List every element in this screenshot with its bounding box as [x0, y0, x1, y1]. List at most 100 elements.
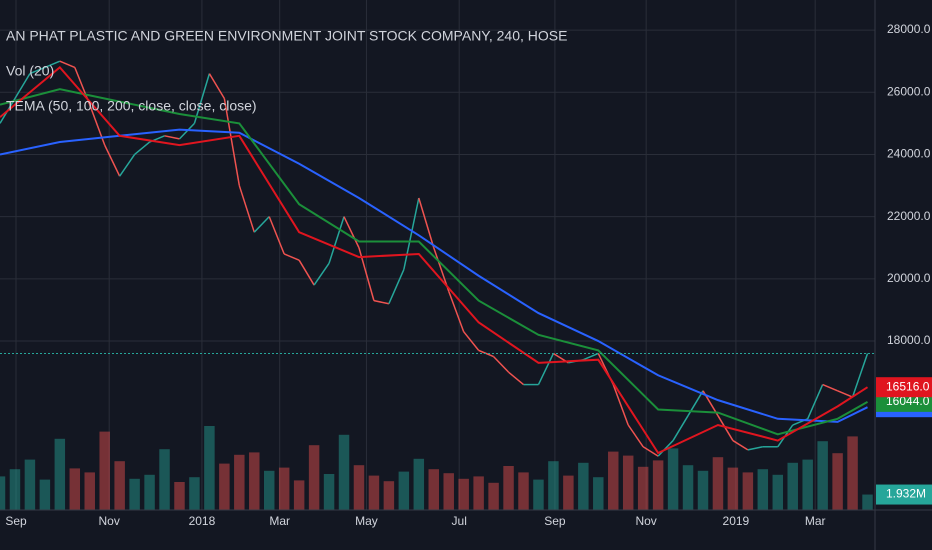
price-segment	[672, 415, 689, 441]
price-segment	[134, 141, 151, 156]
price-segment	[283, 253, 300, 261]
price-segment	[208, 73, 226, 99]
price-segment	[837, 390, 853, 398]
price-segment	[463, 331, 480, 351]
volume-bar	[9, 469, 21, 510]
price-segment	[119, 154, 136, 177]
volume-bar	[757, 469, 769, 510]
axes: 18000.0 20000.0 22000.0 24000.0 26000.0 28000…	[5, 22, 930, 528]
price-segment	[298, 259, 315, 286]
x-tick-label: Nov	[99, 514, 120, 528]
x-tick-label: Mar	[269, 514, 290, 528]
moving-averages	[0, 65, 875, 455]
price-segment	[807, 384, 824, 420]
price-segment	[732, 439, 749, 451]
y-tick-label: 22000.0	[887, 209, 931, 223]
volume-bar	[473, 476, 484, 510]
value-badge-label: 16516.0	[886, 379, 930, 393]
price-segment	[164, 135, 180, 140]
price-segment	[403, 197, 420, 270]
price-segment	[14, 73, 31, 99]
volume-bar	[593, 477, 604, 510]
volume-bar	[518, 472, 529, 510]
volume-bar	[548, 461, 559, 510]
volume-bar	[398, 471, 410, 510]
x-tick-label: May	[355, 514, 378, 528]
x-tick-label: 2019	[723, 514, 750, 528]
price-segment	[388, 269, 405, 305]
price-segment	[537, 353, 555, 385]
price-segment	[478, 349, 494, 358]
price-segment	[223, 98, 241, 186]
volume-bar	[129, 478, 140, 510]
volume-bar	[308, 445, 320, 510]
volume-bar	[862, 494, 873, 510]
volume-bar	[443, 473, 454, 510]
volume-bar	[503, 466, 514, 510]
y-tick-label: 26000.0	[887, 84, 931, 98]
y-tick-label: 18000.0	[887, 333, 931, 347]
price-segment	[373, 299, 390, 305]
y-tick-label: 28000.0	[887, 22, 931, 36]
x-tick-label: Jul	[452, 514, 467, 528]
volume-bar	[234, 454, 245, 510]
volume-bar	[368, 475, 380, 510]
value-badge-label: 1.932M	[886, 487, 926, 501]
price-segment	[313, 262, 330, 286]
y-tick-label: 24000.0	[887, 147, 931, 161]
grid	[0, 0, 875, 510]
volume-bar	[563, 475, 574, 510]
volume-bar	[114, 461, 125, 510]
indicator-label: Vol (20)	[6, 63, 54, 79]
price-segment	[822, 383, 838, 392]
price-segment	[44, 60, 61, 69]
volume-bar	[817, 441, 828, 510]
volume-bar	[637, 466, 649, 510]
volume-bar	[219, 463, 230, 510]
price-pane	[0, 60, 869, 457]
price-segment	[29, 66, 46, 75]
price-segment	[642, 446, 659, 457]
value-badge-label: 16044.0	[886, 394, 930, 408]
price-segment	[493, 356, 510, 373]
volume-bar	[84, 472, 95, 510]
price-segment	[657, 440, 674, 457]
volume-bar	[697, 470, 709, 510]
volume-bar	[338, 434, 350, 510]
ma-line	[0, 88, 869, 436]
price-segment	[851, 353, 869, 398]
volume-bar	[428, 469, 439, 510]
x-tick-label: Mar	[805, 514, 826, 528]
volume-bar	[772, 474, 784, 510]
price-segment	[104, 144, 121, 177]
volume-bar	[39, 479, 51, 510]
value-badge	[876, 377, 932, 398]
x-tick-label: Nov	[635, 514, 656, 528]
volume-bar	[24, 459, 36, 510]
volume-bar	[249, 452, 260, 510]
price-segment	[747, 446, 763, 451]
volume-bar	[413, 458, 425, 510]
ma-line	[0, 128, 868, 423]
price-segment	[268, 216, 285, 255]
price-segment	[178, 122, 195, 140]
volume-bar	[383, 481, 395, 510]
price-segment	[717, 415, 734, 441]
price-segment	[343, 216, 360, 249]
volume-bar	[727, 467, 739, 510]
volume-bar	[159, 449, 170, 510]
volume-bar	[682, 465, 694, 510]
volume-bar	[622, 455, 634, 510]
volume-bar	[802, 459, 813, 510]
volume-bar	[263, 470, 275, 510]
volume-bar	[353, 465, 365, 510]
x-tick-label: Sep	[544, 514, 566, 528]
volume-bar	[0, 476, 6, 510]
y-tick-label: 20000.0	[887, 271, 931, 285]
volume-pane	[0, 426, 873, 510]
chart-title: AN PHAT PLASTIC AND GREEN ENVIRONMENT JO…	[6, 28, 567, 44]
volume-bar	[578, 462, 589, 510]
volume-bar	[69, 468, 81, 510]
